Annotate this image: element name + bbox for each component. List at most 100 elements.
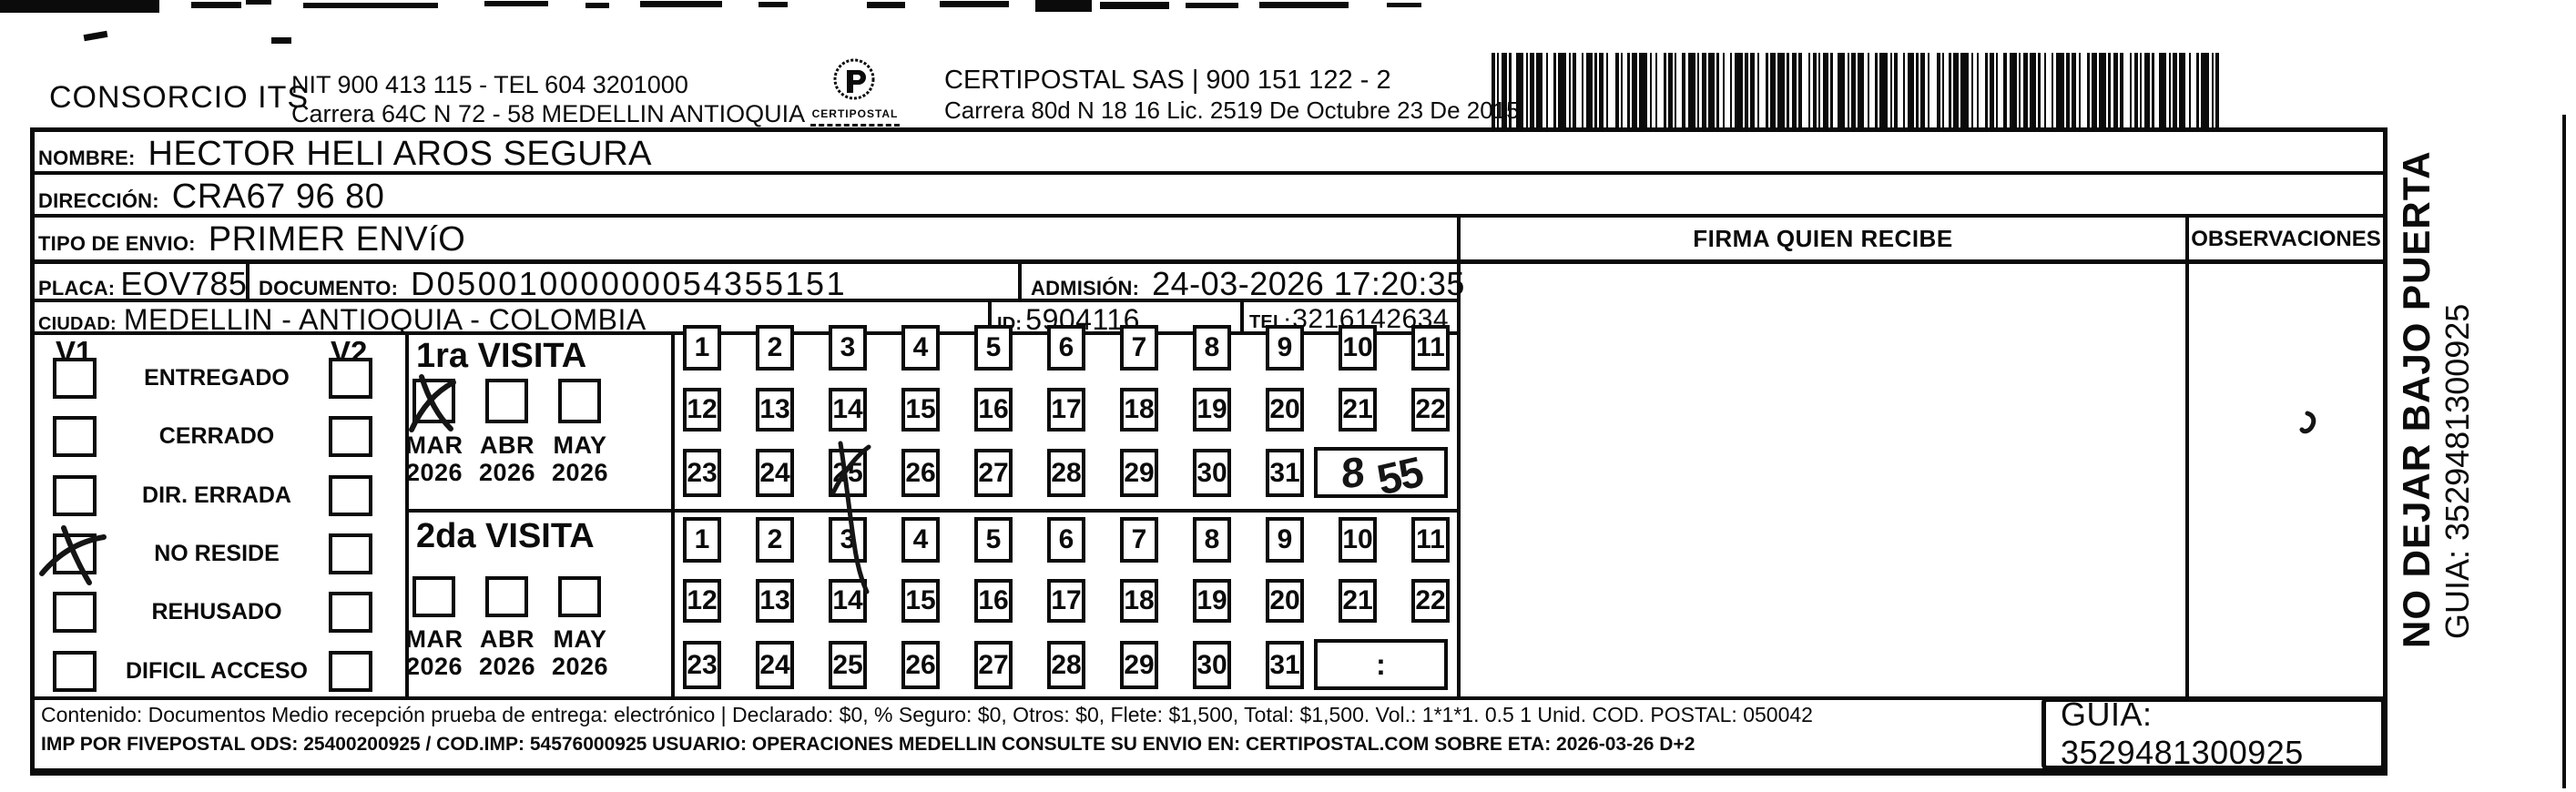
v1-checkbox-dificil-acceso[interactable] [53,651,97,692]
visita1-day-11[interactable]: 11 [1411,325,1450,371]
visita2-day-10[interactable]: 10 [1339,517,1377,563]
visita2-day-19[interactable]: 19 [1193,579,1231,623]
visita1-day-23[interactable]: 23 [683,449,721,497]
day-number: 28 [1051,457,1082,488]
status-option-label: DIR. ERRADA [142,482,291,508]
visita2-time-box[interactable]: : [1314,639,1448,690]
day-number: 4 [912,524,929,554]
v2-checkbox-dificil-acceso[interactable] [329,651,372,692]
firma-area[interactable] [1461,264,2185,696]
visita2-day-5[interactable]: 5 [974,517,1013,563]
visita1-month-checkbox-abr[interactable] [485,379,528,423]
visita2-day-28[interactable]: 28 [1047,641,1085,689]
visita1-day-9[interactable]: 9 [1266,325,1304,371]
visita2-day-12[interactable]: 12 [683,579,721,623]
visita2-day-9[interactable]: 9 [1266,517,1304,563]
visita2-day-17[interactable]: 17 [1047,579,1085,623]
visita2-day-27[interactable]: 27 [974,641,1013,689]
direccion-label: DIRECCIÓN: [38,189,159,212]
visita2-day-18[interactable]: 18 [1120,579,1158,623]
visita1-day-2[interactable]: 2 [756,325,794,371]
visita2-month-checkbox-mar[interactable] [412,576,455,617]
visita1-day-3[interactable]: 3 [829,325,867,371]
visita1-day-12[interactable]: 12 [683,388,721,432]
visita1-day-27[interactable]: 27 [974,449,1013,497]
visita2-day-4[interactable]: 4 [901,517,940,563]
visita2-day-21[interactable]: 21 [1339,579,1377,623]
visita1-day-31[interactable]: 31 [1266,449,1304,497]
v1-checkbox-rehusado[interactable] [53,592,97,633]
visita2-day-30[interactable]: 30 [1193,641,1231,689]
visita1-day-20[interactable]: 20 [1266,388,1304,432]
visita2-day-2[interactable]: 2 [756,517,794,563]
status-option-label: CERRADO [158,423,275,449]
visita1-day-8[interactable]: 8 [1193,325,1231,371]
visita1-day-10[interactable]: 10 [1339,325,1377,371]
visita2-day-14[interactable]: 14 [829,579,867,623]
visita2-day-24[interactable]: 24 [756,641,794,689]
visita1-day-19[interactable]: 19 [1193,388,1231,432]
visita1-day-21[interactable]: 21 [1339,388,1377,432]
day-number: 27 [978,457,1009,488]
visita2-day-7[interactable]: 7 [1120,517,1158,563]
visita1-time-minutes-handwritten: 55 [1372,446,1427,504]
v1-checkbox-no-reside[interactable] [53,533,97,574]
visita2-day-22[interactable]: 22 [1411,579,1450,623]
visita1-day-28[interactable]: 28 [1047,449,1085,497]
visita2-day-15[interactable]: 15 [901,579,940,623]
visita2-day-23[interactable]: 23 [683,641,721,689]
visita1-month-checkbox-mar[interactable] [412,379,455,423]
day-number: 2 [767,332,783,362]
visita1-day-26[interactable]: 26 [901,449,940,497]
visita2-month-checkbox-abr[interactable] [485,576,528,617]
v2-checkbox-entregado[interactable] [329,358,372,399]
v1-checkbox-cerrado[interactable] [53,416,97,457]
visita2-day-16[interactable]: 16 [974,579,1013,623]
visita2-day-11[interactable]: 11 [1411,517,1450,563]
visita1-day-14[interactable]: 14 [829,388,867,432]
v2-checkbox-rehusado[interactable] [329,592,372,633]
v1-checkbox-entregado[interactable] [53,358,97,399]
visita2-month-checkbox-may[interactable] [558,576,601,617]
visita1-day-24[interactable]: 24 [756,449,794,497]
placa-value: EOV785 [120,265,248,302]
visita1-day-30[interactable]: 30 [1193,449,1231,497]
v1-checkbox-dir-errada[interactable] [53,475,97,516]
visita2-day-20[interactable]: 20 [1266,579,1304,623]
visita1-day-29[interactable]: 29 [1120,449,1158,497]
visita1-time-box[interactable]: 8 55 [1314,447,1448,503]
visita1-day-22[interactable]: 22 [1411,388,1450,432]
visita1-day-16[interactable]: 16 [974,388,1013,432]
visita2-day-26[interactable]: 26 [901,641,940,689]
visita2-day-31[interactable]: 31 [1266,641,1304,689]
day-number: 6 [1058,332,1074,362]
day-number: 22 [1415,394,1446,424]
visita1-day-13[interactable]: 13 [756,388,794,432]
visita1-day-15[interactable]: 15 [901,388,940,432]
visita2-day-6[interactable]: 6 [1047,517,1085,563]
visita2-day-3[interactable]: 3 [829,517,867,563]
visita1-day-1[interactable]: 1 [683,325,721,371]
visita1-day-5[interactable]: 5 [974,325,1013,371]
visita2-day-25[interactable]: 25 [829,641,867,689]
visita1-month-checkbox-may[interactable] [558,379,601,423]
v2-checkbox-no-reside[interactable] [329,533,372,574]
visita1-day-17[interactable]: 17 [1047,388,1085,432]
day-number: 25 [832,457,863,488]
v2-checkbox-dir-errada[interactable] [329,475,372,516]
visita1-day-4[interactable]: 4 [901,325,940,371]
visita1-day-25[interactable]: 25 [829,449,867,497]
month-year-label: 2026 [405,459,463,486]
day-number: 22 [1415,585,1446,615]
visita1-day-6[interactable]: 6 [1047,325,1085,371]
visita2-day-8[interactable]: 8 [1193,517,1231,563]
month-year-label: 2026 [551,459,609,486]
visita1-day-18[interactable]: 18 [1120,388,1158,432]
visita2-day-29[interactable]: 29 [1120,641,1158,689]
operator-address-lic: Carrera 80d N 18 16 Lic. 2519 De Octubre… [944,96,1520,124]
observaciones-area[interactable] [2189,264,2383,696]
visita1-day-7[interactable]: 7 [1120,325,1158,371]
v2-checkbox-cerrado[interactable] [329,416,372,457]
visita2-day-13[interactable]: 13 [756,579,794,623]
visita2-day-1[interactable]: 1 [683,517,721,563]
